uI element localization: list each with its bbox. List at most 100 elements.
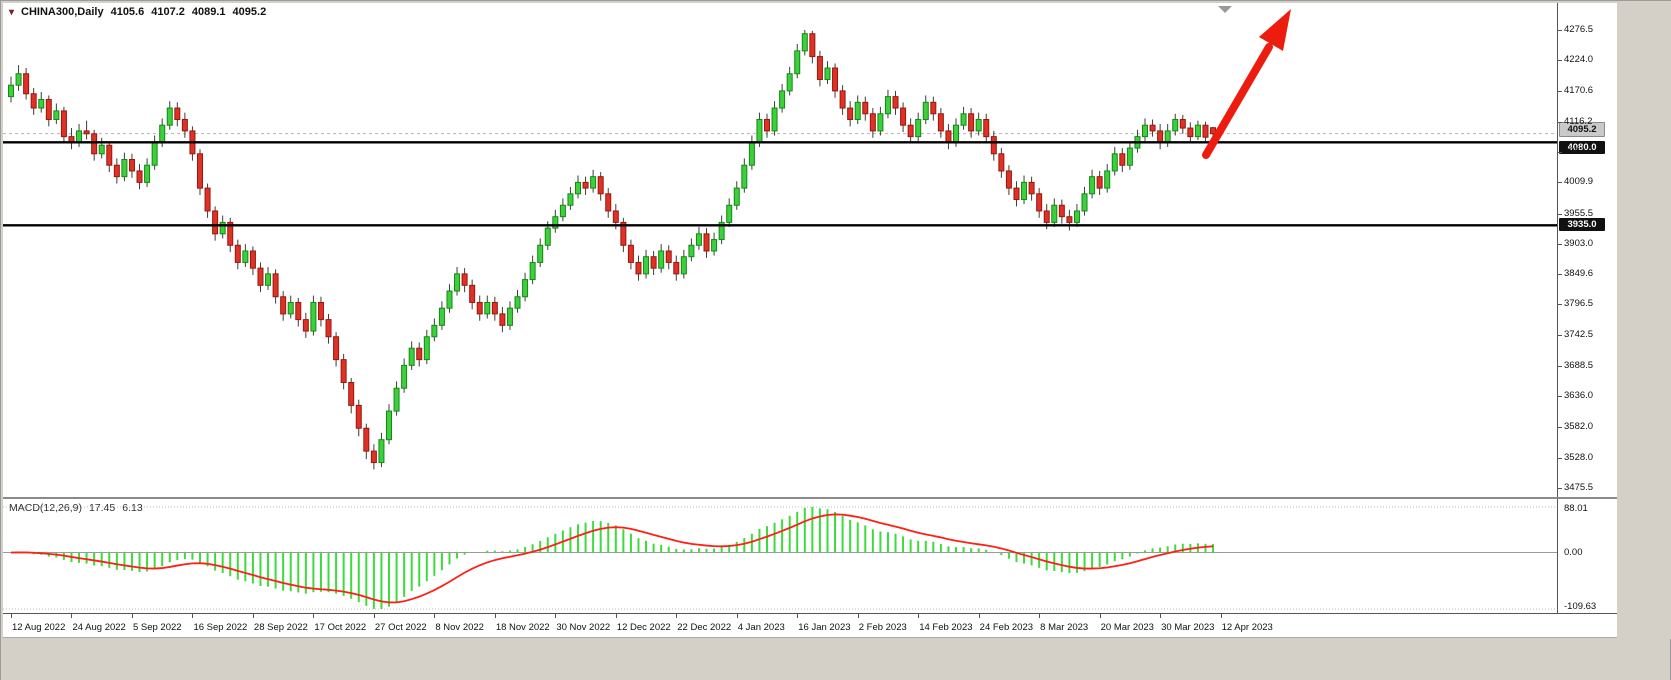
current-price-tag: 4095.2 (1559, 121, 1605, 137)
macd-indicator-canvas[interactable] (3, 499, 1557, 613)
candle-body (869, 113, 876, 132)
candle (537, 238, 544, 268)
candle-body (907, 124, 914, 138)
candle (854, 95, 861, 125)
candlestick-chart-canvas[interactable] (3, 3, 1557, 497)
candle (30, 88, 37, 115)
candle (1021, 175, 1028, 205)
candle (416, 342, 423, 367)
candle (998, 148, 1005, 178)
candle-body (438, 307, 445, 326)
candle-body (1043, 210, 1050, 223)
symbol-dropdown-icon[interactable]: ▾ (9, 6, 15, 18)
high-value: 4107.2 (151, 6, 185, 18)
candle-body (1172, 118, 1179, 132)
macd-signal-value: 6.13 (122, 502, 143, 514)
close-value: 4095.2 (232, 6, 267, 18)
candle (552, 209, 559, 233)
date-axis-label: 27 Oct 2022 (374, 622, 427, 633)
hline-price-tag: 4080.0 (1559, 141, 1605, 155)
candle-body (219, 221, 226, 235)
price-axis-label: 3796.5 (1564, 298, 1594, 310)
candle (869, 108, 876, 138)
candle (801, 30, 808, 56)
price-axis-label: 3528.0 (1564, 451, 1594, 463)
candle (1126, 141, 1133, 170)
candle-body (30, 93, 37, 109)
candle (900, 102, 907, 133)
candle-body (45, 98, 52, 120)
candle-body (779, 90, 786, 109)
date-axis[interactable]: 12 Aug 2022 24 Aug 2022 5 Sep 2022 16 Sep 2… (3, 613, 1617, 638)
trend-arrow-head[interactable] (1259, 9, 1291, 51)
candle-body (408, 347, 415, 366)
candle-body (416, 347, 423, 361)
candle (38, 92, 45, 113)
candle (582, 176, 589, 195)
candle-body (446, 290, 453, 309)
date-axis-label: 18 Nov 2022 (495, 622, 550, 633)
chart-shift-marker-icon[interactable] (1218, 6, 1232, 13)
date-axis-label: 5 Sep 2022 (132, 622, 182, 633)
candle-body (317, 301, 324, 321)
candle-body (1157, 130, 1164, 143)
candle-body (620, 221, 627, 246)
candle (83, 120, 90, 140)
candle-body (401, 364, 408, 389)
candle-body (612, 210, 619, 223)
candle-body (975, 118, 982, 132)
chart-title: ▾ CHINA300,Daily 4105.6 4107.2 4089.1 40… (9, 6, 266, 18)
window-background (1617, 1, 1671, 639)
price-axis[interactable]: 4095.2 4080.0 3935.0 4276.5 4224.0 4170.6 4… (1557, 3, 1617, 638)
candle (355, 399, 362, 437)
candle-body (1104, 170, 1111, 189)
candle (892, 90, 899, 115)
candle-body (454, 273, 461, 292)
date-axis-label: 12 Aug 2022 (12, 622, 66, 633)
candle-body (537, 244, 544, 263)
price-axis-label: 3636.0 (1564, 390, 1594, 402)
candle (325, 313, 332, 344)
candle-body (1021, 181, 1028, 201)
axis-tick-mark (1160, 614, 1162, 618)
main-chart-panel[interactable]: ▾ CHINA300,Daily 4105.6 4107.2 4089.1 40… (3, 3, 1617, 613)
candle (227, 217, 234, 253)
axis-tick-mark (1558, 304, 1562, 306)
candle (1096, 170, 1103, 195)
candle (197, 149, 203, 195)
candle (476, 295, 483, 321)
price-axis-label: 3475.5 (1564, 482, 1594, 493)
candle (53, 103, 60, 125)
candle-body (680, 256, 687, 275)
candle (680, 249, 687, 279)
date-axis-label: 16 Sep 2022 (193, 622, 248, 633)
candle-body (575, 181, 581, 195)
low-value: 4089.1 (191, 6, 226, 18)
candle (1119, 148, 1126, 173)
candle-body (711, 239, 718, 252)
candle-body (181, 118, 188, 132)
price-axis-label: 4009.9 (1564, 176, 1594, 188)
candle (333, 332, 340, 367)
axis-tick-mark (1558, 182, 1562, 184)
axis-tick-mark (1558, 457, 1562, 459)
date-axis-label: 28 Sep 2022 (253, 622, 308, 633)
candle-body (990, 136, 997, 155)
candle (257, 262, 264, 293)
panel-separator[interactable] (3, 497, 1617, 499)
candle-body (257, 267, 264, 286)
candle-body (673, 261, 680, 275)
candle (340, 353, 347, 390)
candle (733, 181, 740, 210)
candle-body (937, 113, 944, 132)
candle (1051, 198, 1058, 227)
date-axis-label: 8 Nov 2022 (435, 622, 484, 633)
candle-body (1058, 204, 1065, 218)
candle (605, 188, 612, 218)
candle-body (144, 164, 151, 183)
candle (627, 239, 634, 270)
candle-body (476, 301, 483, 315)
candle (567, 186, 574, 210)
trend-arrow-shaft[interactable] (1202, 43, 1273, 159)
candle (144, 158, 151, 187)
